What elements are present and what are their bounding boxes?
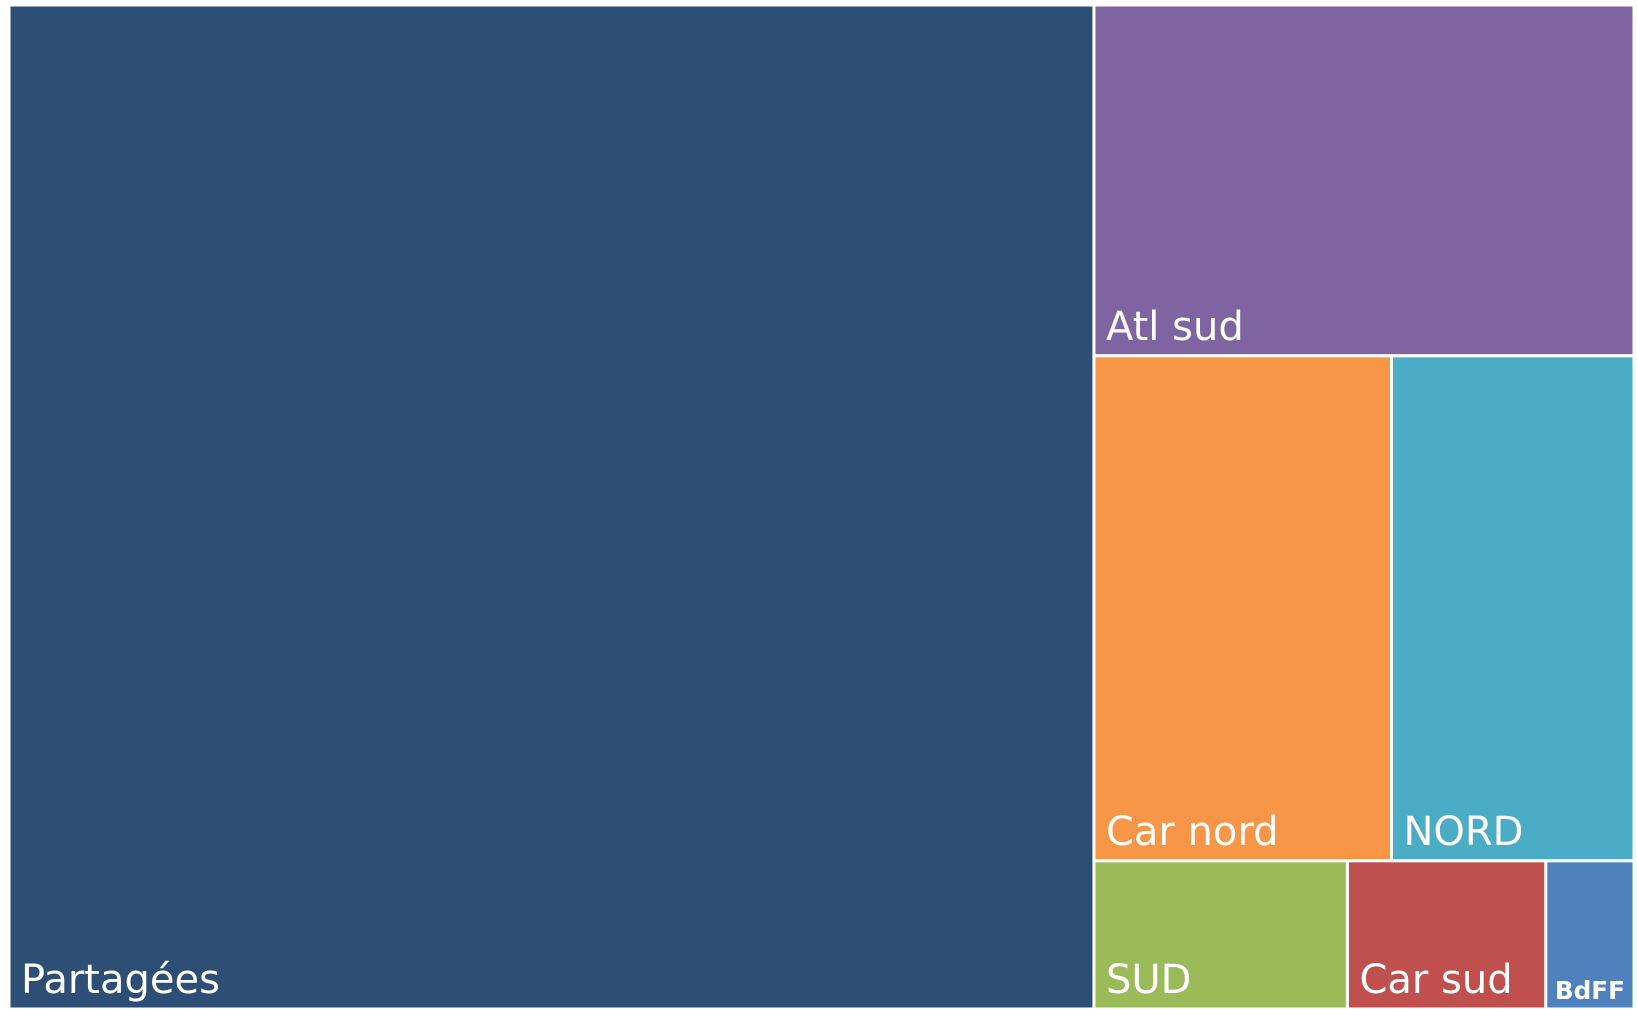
tile [1092,859,1349,1009]
tile [1345,859,1548,1009]
tile-label: Atl sud [1106,304,1244,350]
tile-label: NORD [1403,809,1523,855]
tile [1544,859,1636,1009]
tile [7,3,1096,1009]
tile [1092,3,1636,358]
tile-label: BdFF [1555,976,1625,1005]
tile [1092,354,1393,863]
tile [1389,354,1636,863]
tile-label: Car sud [1359,957,1512,1003]
tile-label: SUD [1106,957,1191,1003]
tile-label: Partagées [21,957,220,1003]
tile-label: Car nord [1106,809,1279,855]
